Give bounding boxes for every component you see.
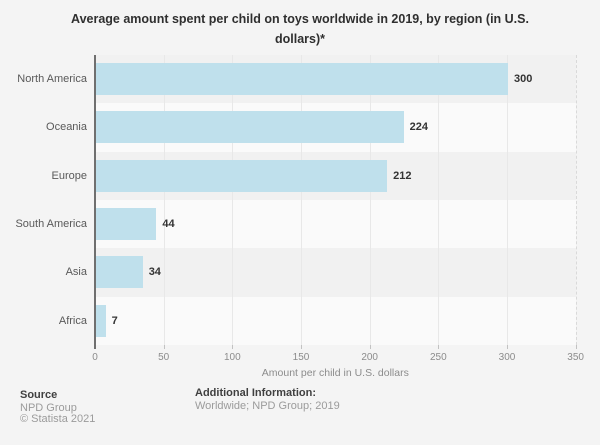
bar [96, 304, 106, 337]
gridline [575, 55, 577, 345]
gridline [369, 55, 371, 345]
source-heading: Source [20, 389, 58, 401]
chart-title: Average amount spent per child on toys w… [71, 12, 529, 46]
gridline [506, 55, 508, 345]
x-tick-label: 200 [361, 352, 378, 363]
bar-value-label: 7 [111, 314, 118, 327]
x-tick-mark [300, 345, 302, 349]
x-tick-mark [438, 345, 440, 349]
gridline [438, 55, 440, 345]
bar [96, 63, 508, 95]
x-tick-label: 150 [292, 352, 310, 363]
x-tick-label: 300 [498, 352, 516, 363]
bar-value-label: 224 [409, 121, 428, 134]
category-label: Asia [65, 266, 87, 279]
x-tick-mark [232, 345, 234, 349]
bar [96, 111, 404, 144]
footer-source-block: Source NPD Group © Statista 2021 [20, 389, 96, 426]
x-tick-mark [369, 345, 371, 349]
category-label: Europe [51, 169, 87, 182]
footer-additional-block: Additional Information: Worldwide; NPD G… [195, 387, 340, 412]
x-tick-label: 0 [92, 352, 98, 363]
bar-value-label: 44 [162, 218, 175, 231]
bar [96, 207, 157, 240]
statista-copyright: © Statista 2021 [20, 413, 96, 425]
bar-value-label: 300 [513, 73, 533, 86]
x-tick-label: 100 [223, 352, 241, 363]
x-tick-mark [163, 345, 165, 349]
bar [96, 159, 388, 192]
bar [96, 256, 143, 289]
y-axis-line [94, 55, 96, 349]
additional-info-text: Worldwide; NPD Group; 2019 [195, 399, 340, 412]
row-stripe [95, 248, 576, 297]
x-axis-label: Amount per child in U.S. dollars [261, 367, 409, 379]
bar-value-label: 34 [148, 266, 161, 279]
gridline [300, 55, 302, 345]
row-stripe [95, 199, 576, 249]
category-label: Oceania [46, 121, 87, 134]
gridline [163, 55, 165, 345]
row-stripe [95, 296, 576, 345]
bar-value-label: 212 [393, 169, 412, 182]
additional-info-heading: Additional Information: [195, 387, 316, 399]
x-tick-mark [575, 345, 577, 349]
source-name: NPD Group [20, 401, 77, 414]
gridline [232, 55, 234, 345]
category-label: South America [15, 218, 87, 231]
x-tick-label: 250 [429, 352, 447, 363]
x-tick-label: 50 [158, 352, 170, 363]
x-tick-label: 350 [567, 352, 584, 363]
category-label: Africa [58, 314, 87, 327]
x-tick-mark [506, 345, 508, 349]
category-label: North America [17, 73, 87, 86]
